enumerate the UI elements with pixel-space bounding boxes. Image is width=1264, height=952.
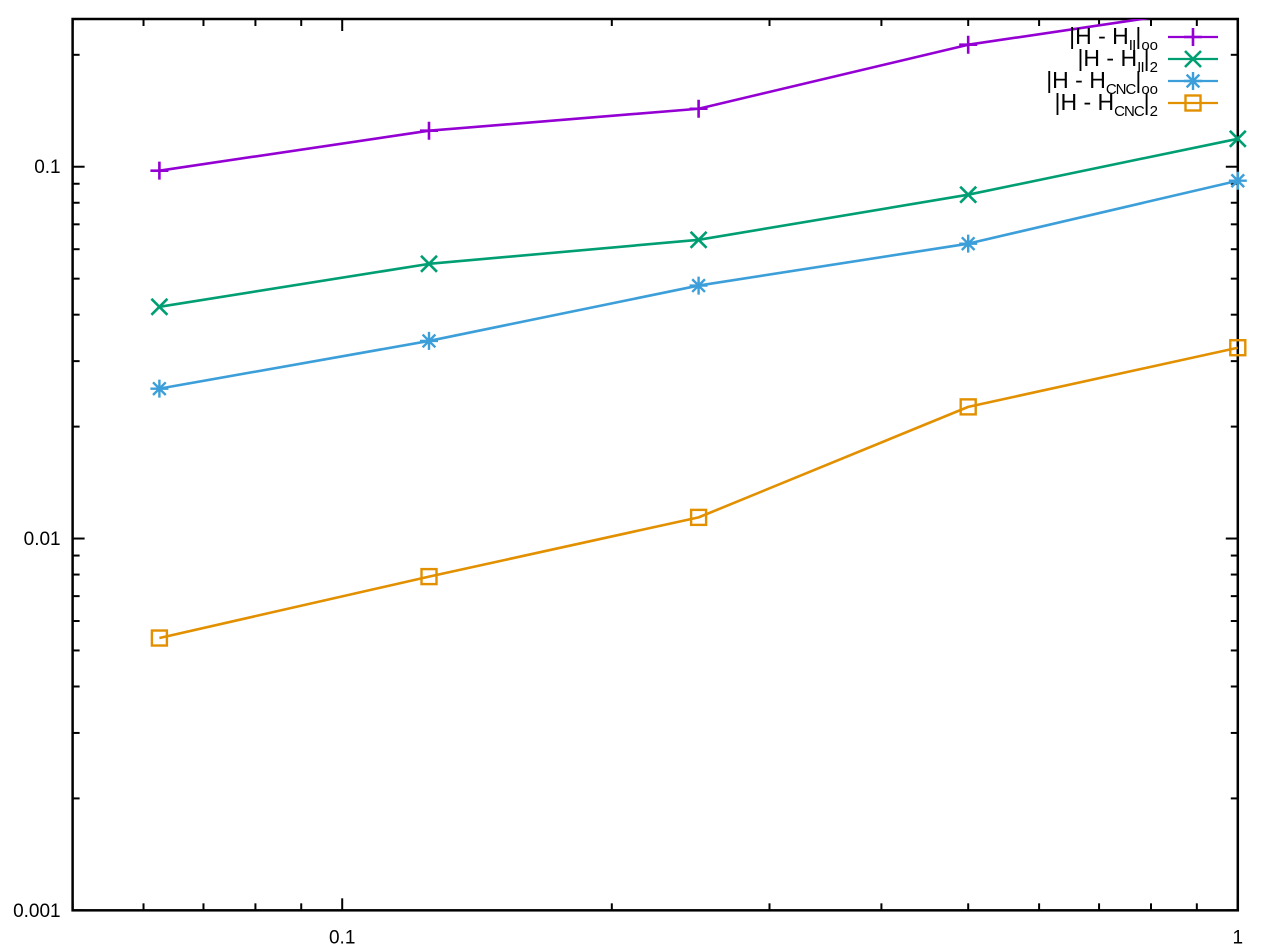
svg-text:0.01: 0.01 <box>24 529 61 550</box>
svg-text:0.1: 0.1 <box>329 927 355 948</box>
svg-text:0.001: 0.001 <box>13 901 61 922</box>
svg-text:1: 1 <box>1233 927 1244 948</box>
svg-text:0.1: 0.1 <box>34 157 60 178</box>
